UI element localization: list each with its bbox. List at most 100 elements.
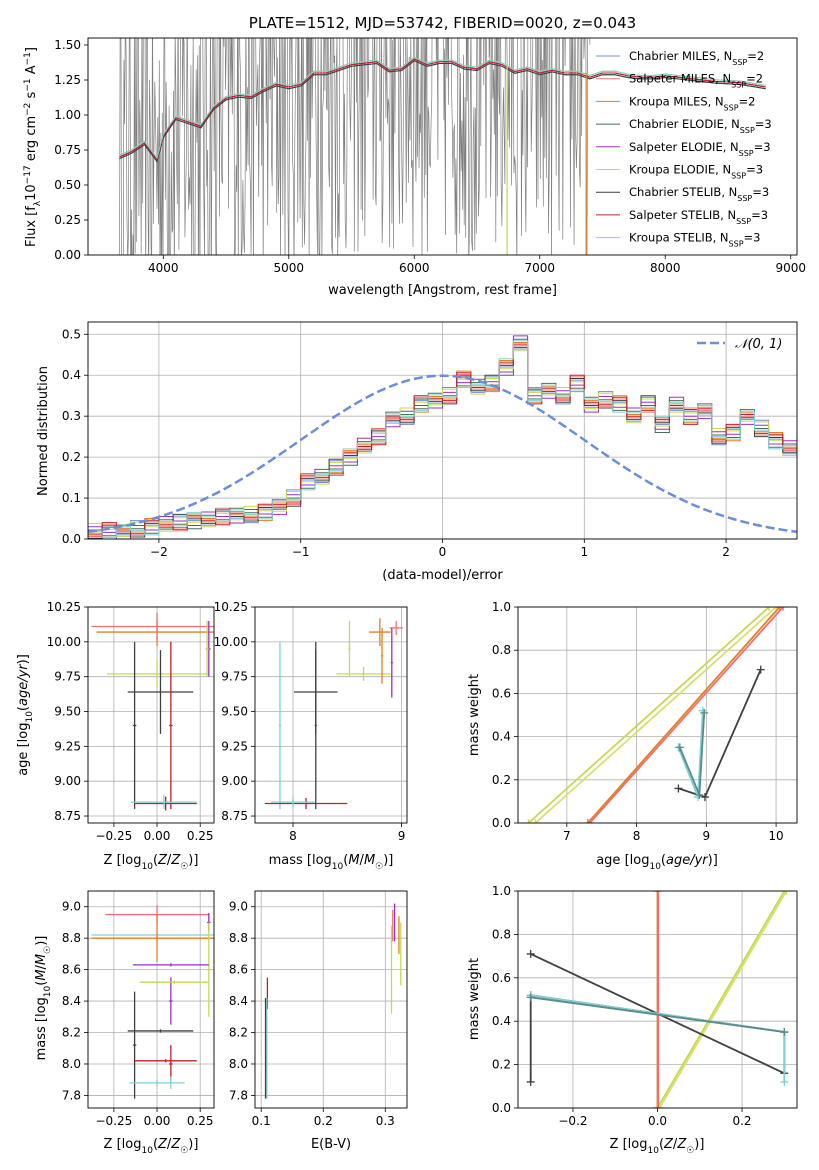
y-tick-label: 7.8 (62, 1088, 81, 1102)
y-tick-label: 0.1 (62, 491, 81, 505)
x-tick-label: 5000 (274, 261, 305, 275)
y-tick-label: 0.3 (62, 409, 81, 423)
y-axis-label: Flux [fλ10−17 erg cm−2 s−1 A−1] (23, 47, 43, 247)
y-tick-label: 0.5 (62, 327, 81, 341)
normal-curve (88, 374, 797, 534)
weight-marker (779, 607, 788, 611)
weight-marker (585, 819, 594, 823)
y-tick-label: 0.2 (492, 773, 511, 787)
x-tick-label: 8000 (650, 261, 681, 275)
weight-marker (526, 949, 535, 958)
y-axis-label: Normed distribution (36, 366, 51, 496)
legend-entry: Chabrier STELIB, NSSP=3 (629, 185, 769, 203)
panel-8: −0.2 0.0 0.2 0.0 0.2 0.4 0.6 0.8 1.0 mass weight Z… (467, 884, 798, 1156)
legend-entry: Salpeter MILES, NSSP=2 (629, 72, 763, 90)
weight-marker (700, 708, 709, 717)
y-tick-label: 8.75 (54, 809, 81, 823)
y-tick-label: 8.0 (229, 1057, 248, 1071)
x-tick-label: 0.2 (732, 1114, 751, 1128)
legend-entry: Chabrier MILES, NSSP=2 (629, 49, 764, 67)
y-tick-label: 0.0 (62, 532, 81, 546)
panel-1: 4000 5000 6000 7000 8000 9000 0.00 0.25 0.50 0.75… (23, 14, 806, 298)
histogram-step (88, 335, 797, 539)
y-tick-label: 8.2 (229, 1026, 248, 1040)
x-tick-label: −2 (150, 545, 168, 559)
x-tick-label: 0.25 (187, 829, 214, 843)
x-tick-label: 0.3 (376, 1114, 395, 1128)
y-tick-label: 1.00 (54, 108, 81, 122)
weight-marker (654, 891, 663, 895)
panel-6: −0.25 0.00 0.25 7.8 8.0 8.2 8.4 8.6 8.8 9.0 Z [log… (34, 890, 215, 1156)
x-tick-label: 10 (768, 829, 783, 843)
y-tick-label: 0.75 (54, 143, 81, 157)
legend-entry: Kroupa MILES, NSSP=2 (629, 94, 755, 112)
weight-line (530, 996, 785, 1033)
weight-marker (531, 819, 540, 823)
y-tick-label: 1.0 (492, 600, 511, 614)
x-axis-label: Z [log10(Z/Z☉)] (104, 853, 199, 872)
x-tick-label: 8 (633, 829, 641, 843)
legend-entry: 𝒩(0, 1) (735, 337, 782, 352)
y-tick-label: 8.4 (62, 994, 81, 1008)
x-tick-label: 9 (398, 829, 406, 843)
y-tick-label: 0.4 (492, 730, 511, 744)
x-tick-label: 0.0 (648, 1114, 667, 1128)
x-tick-label: 8 (289, 829, 297, 843)
weight-marker (583, 819, 592, 823)
y-tick-label: 1.25 (54, 73, 81, 87)
weight-marker (765, 607, 774, 611)
x-axis-label: Z [log10(Z/Z☉)] (104, 1137, 199, 1156)
weight-marker (780, 1028, 789, 1037)
x-axis-label: (data-model)/error (382, 568, 503, 583)
axes-frame (254, 606, 408, 824)
axes-frame (517, 606, 798, 824)
y-axis-label: mass weight (467, 958, 482, 1040)
x-tick-label: 4000 (148, 261, 179, 275)
y-tick-label: 0.2 (62, 450, 81, 464)
weight-marker (654, 1104, 663, 1108)
y-tick-label: 0.2 (492, 1058, 511, 1072)
y-tick-label: 0.4 (62, 368, 81, 382)
histogram-step (88, 338, 797, 537)
y-tick-label: 0.6 (492, 686, 511, 700)
y-tick-label: 9.00 (221, 774, 248, 788)
weight-marker (526, 1077, 535, 1086)
x-tick-label: 9000 (775, 261, 806, 275)
x-tick-label: −0.25 (95, 829, 132, 843)
y-tick-label: 9.25 (221, 739, 248, 753)
plot-area (524, 607, 788, 823)
x-axis-label: mass [log10(M/M☉)] (269, 853, 394, 872)
y-tick-label: 1.50 (54, 38, 81, 52)
y-tick-label: 9.75 (54, 670, 81, 684)
panel-7: 0.1 0.2 0.3 7.8 8.0 8.2 8.4 8.6 8.8 9.0 E(B-V) (229, 890, 408, 1152)
model-line (119, 56, 766, 160)
x-tick-label: 2 (722, 545, 730, 559)
x-tick-label: 0.25 (187, 1114, 214, 1128)
plot-area (88, 335, 797, 539)
y-tick-label: 9.50 (221, 705, 248, 719)
x-tick-label: 0.2 (314, 1114, 333, 1128)
y-tick-label: 9.0 (229, 900, 248, 914)
weight-marker (675, 743, 684, 752)
y-tick-label: 9.00 (54, 774, 81, 788)
plot-area (526, 891, 791, 1108)
x-tick-label: 1 (580, 545, 588, 559)
y-tick-label: 0.0 (492, 1101, 511, 1115)
weight-marker (700, 793, 709, 802)
y-tick-label: 8.2 (62, 1026, 81, 1040)
plot-area (264, 618, 403, 810)
y-tick-label: 9.25 (54, 739, 81, 753)
model-line (119, 58, 766, 161)
y-tick-label: 0.00 (54, 248, 81, 262)
weight-line (656, 891, 786, 1108)
legend-entry: Salpeter STELIB, NSSP=3 (629, 208, 768, 226)
y-tick-label: 8.0 (62, 1057, 81, 1071)
x-tick-label: 0.00 (144, 1114, 171, 1128)
y-axis-label: mass [log10(M/M☉)] (34, 936, 53, 1061)
y-tick-label: 0.25 (54, 213, 81, 227)
weight-marker (782, 891, 791, 895)
weight-marker (695, 790, 704, 799)
x-tick-label: −0.2 (558, 1114, 587, 1128)
x-tick-label: 0.1 (252, 1114, 271, 1128)
weight-line (587, 607, 781, 823)
